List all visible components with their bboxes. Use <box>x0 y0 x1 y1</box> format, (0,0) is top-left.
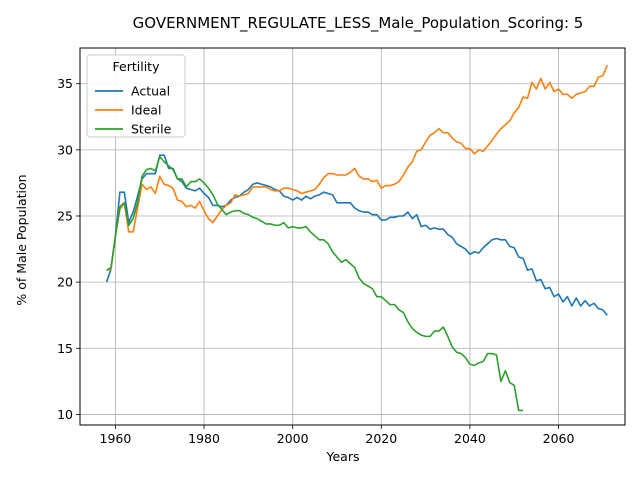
legend: Fertility Actual Ideal Sterile <box>86 54 186 138</box>
legend-label-actual: Actual <box>131 84 170 99</box>
y-tick-label: 35 <box>57 76 73 91</box>
y-axis-label: % of Male Population <box>14 174 29 305</box>
y-tick-label: 10 <box>57 407 73 422</box>
series-line-sterile <box>106 155 524 412</box>
y-tick-label: 20 <box>57 275 73 290</box>
series-line-actual <box>105 154 608 316</box>
grid-lines <box>80 48 625 425</box>
y-tick-label: 30 <box>57 142 73 157</box>
legend-title: Fertility <box>113 59 161 74</box>
x-tick-label: 2040 <box>454 431 486 446</box>
plot-frame <box>79 47 626 426</box>
x-axis-label: Years <box>326 449 360 464</box>
chart-title: GOVERNMENT_REGULATE_LESS_Male_Population… <box>133 14 584 33</box>
x-tick-label: 2060 <box>543 431 575 446</box>
y-axis: 10 15 20 25 30 35 <box>57 76 80 422</box>
y-tick-label: 25 <box>57 208 73 223</box>
series-line-ideal <box>106 64 609 271</box>
series-layer <box>105 64 609 412</box>
x-tick-label: 2000 <box>277 431 309 446</box>
x-axis: 1960 1980 2000 2020 2040 2060 <box>100 425 575 446</box>
x-tick-label: 1960 <box>100 431 132 446</box>
x-tick-label: 2020 <box>365 431 397 446</box>
y-tick-label: 15 <box>57 341 73 356</box>
legend-label-sterile: Sterile <box>131 122 172 137</box>
x-tick-label: 1980 <box>188 431 220 446</box>
legend-label-ideal: Ideal <box>131 103 161 118</box>
legend-box <box>86 54 186 138</box>
